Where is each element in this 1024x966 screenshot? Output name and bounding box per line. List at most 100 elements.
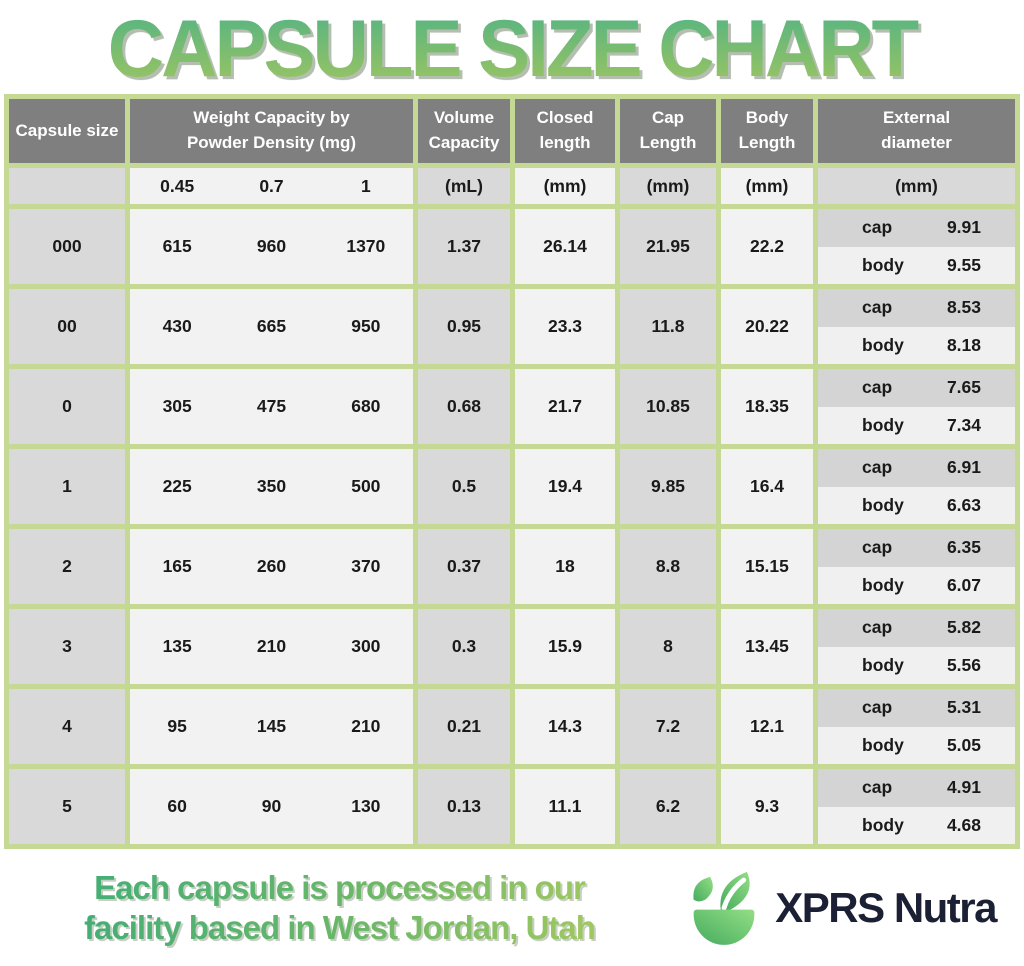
external-diameter-cell: cap 6.91 body 6.63	[818, 449, 1015, 524]
ext-cap-value: 7.65	[946, 377, 981, 398]
external-diameter-cell: cap 8.53 body 8.18	[818, 289, 1015, 364]
ext-cap-value: 6.35	[946, 537, 981, 558]
body-length-cell: 16.4	[721, 449, 813, 524]
closed-length-cell: 19.4	[515, 449, 615, 524]
ext-cap-label: cap	[862, 297, 893, 318]
header-text-line2: diameter	[881, 133, 952, 152]
external-diameter-cell: cap 6.35 body 6.07	[818, 529, 1015, 604]
ext-cap-label: cap	[862, 457, 893, 478]
col-header-external-diameter: External diameter	[818, 99, 1015, 163]
ext-cap-row: cap 9.91	[818, 209, 1015, 247]
ext-body-value: 6.07	[946, 574, 981, 595]
cap-length-cell: 9.85	[620, 449, 716, 524]
ext-body-label: body	[862, 574, 904, 595]
ext-body-row: body 9.55	[818, 246, 1015, 284]
ext-body-label: body	[862, 814, 904, 835]
table-row-000: 000 615 960 1370 1.37 26.14 21.95 22.2 c…	[9, 209, 1015, 284]
volume-cell: 0.13	[418, 769, 510, 844]
table-row-3: 3 135 210 300 0.3 15.9 8 13.45 cap 5.82 b…	[9, 609, 1015, 684]
weight-capacity-cell: 135 210 300	[130, 609, 413, 684]
header-text: Capsule size	[15, 120, 119, 140]
units-weight-cell: 0.45 0.7 1	[130, 168, 413, 204]
weight-value: 430	[162, 316, 192, 336]
weight-value: 210	[256, 636, 287, 656]
cap-length-cell: 21.95	[620, 209, 716, 284]
facility-note-line1: Each capsule is processed in our	[94, 869, 585, 906]
ext-cap-row: cap 8.53	[818, 289, 1015, 327]
col-header-volume-capacity: Volume Capacity	[418, 99, 510, 163]
capsule-size-cell: 3	[9, 609, 125, 684]
density-07: 0.7	[259, 175, 284, 196]
weight-value: 500	[351, 476, 381, 496]
ext-body-row: body 6.07	[818, 566, 1015, 604]
weight-value: 210	[351, 716, 381, 736]
header-text-line2: length	[539, 133, 591, 152]
ext-cap-row: cap 7.65	[818, 369, 1015, 407]
ext-cap-value: 6.91	[946, 457, 981, 478]
col-header-closed-length: Closed length	[515, 99, 615, 163]
col-header-cap-length: Cap Length	[620, 99, 716, 163]
density-045: 0.45	[160, 175, 195, 196]
ext-body-value: 9.55	[946, 254, 981, 275]
closed-length-cell: 15.9	[515, 609, 615, 684]
capsule-size-cell: 00	[9, 289, 125, 364]
weight-value: 90	[261, 796, 282, 816]
weight-value: 665	[256, 316, 287, 336]
weight-value: 615	[162, 236, 192, 256]
brand-logo-group: XPRS Nutra	[683, 867, 997, 949]
header-text-line1: Weight Capacity by	[193, 108, 350, 128]
weight-value: 475	[256, 396, 287, 416]
ext-cap-label: cap	[862, 537, 893, 558]
ext-cap-label: cap	[862, 617, 893, 638]
ext-cap-value: 5.82	[946, 617, 981, 638]
volume-cell: 0.3	[418, 609, 510, 684]
body-length-cell: 9.3	[721, 769, 813, 844]
ext-body-value: 8.18	[946, 334, 981, 355]
ext-body-value: 6.63	[946, 494, 981, 515]
ext-body-row: body 7.34	[818, 406, 1015, 444]
header-text-line1: Cap	[651, 108, 685, 128]
ext-body-label: body	[862, 654, 904, 675]
volume-cell: 1.37	[418, 209, 510, 284]
body-length-cell: 22.2	[721, 209, 813, 284]
table-row-1: 1 225 350 500 0.5 19.4 9.85 16.4 cap 6.91…	[9, 449, 1015, 524]
body-length-cell: 13.45	[721, 609, 813, 684]
weight-value: 305	[162, 396, 192, 416]
weight-value: 950	[351, 316, 381, 336]
body-length-cell: 18.35	[721, 369, 813, 444]
capsule-size-cell: 5	[9, 769, 125, 844]
external-diameter-cell: cap 4.91 body 4.68	[818, 769, 1015, 844]
ext-cap-label: cap	[862, 217, 893, 238]
closed-length-cell: 14.3	[515, 689, 615, 764]
ext-cap-value: 8.53	[946, 297, 981, 318]
weight-capacity-cell: 95 145 210	[130, 689, 413, 764]
volume-cell: 0.21	[418, 689, 510, 764]
ext-body-label: body	[862, 334, 904, 355]
ext-body-label: body	[862, 494, 904, 515]
page-title: CAPSULE SIZE CHART	[0, 0, 1024, 98]
header-text-line1: Closed	[536, 108, 594, 128]
body-length-cell: 15.15	[721, 529, 813, 604]
weight-capacity-cell: 60 90 130	[130, 769, 413, 844]
weight-value: 165	[162, 556, 192, 576]
units-body-cell: (mm)	[721, 168, 813, 204]
weight-value: 135	[162, 636, 192, 656]
footer: Each capsule is processed in our facilit…	[0, 849, 1024, 949]
header-row: Capsule size Weight Capacity by Powder D…	[9, 99, 1015, 163]
capsule-size-cell: 000	[9, 209, 125, 284]
weight-capacity-cell: 225 350 500	[130, 449, 413, 524]
units-volume-cell: (mL)	[418, 168, 510, 204]
ext-body-value: 5.05	[946, 734, 981, 755]
cap-length-cell: 11.8	[620, 289, 716, 364]
ext-cap-row: cap 4.91	[818, 769, 1015, 807]
closed-length-cell: 21.7	[515, 369, 615, 444]
ext-cap-value: 4.91	[946, 777, 981, 798]
external-diameter-cell: cap 5.31 body 5.05	[818, 689, 1015, 764]
weight-value: 680	[351, 396, 381, 416]
ext-body-value: 7.34	[946, 414, 981, 435]
ext-body-label: body	[862, 414, 904, 435]
header-text-line1: Volume	[433, 108, 495, 128]
volume-cell: 0.5	[418, 449, 510, 524]
header-text-line2: Capacity	[428, 133, 500, 152]
ext-body-label: body	[862, 734, 904, 755]
